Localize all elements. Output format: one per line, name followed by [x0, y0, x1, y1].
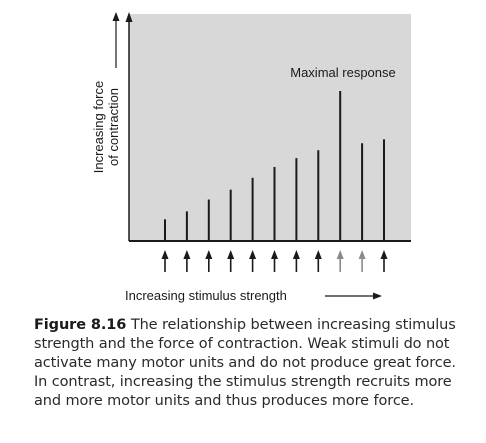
figure-label: Figure 8.16: [34, 317, 127, 333]
x-label-arrowhead: [373, 292, 382, 300]
stimulus-arrows: [161, 250, 388, 272]
y-axis-arrowhead: [125, 12, 133, 22]
stimulus-arrow-11: [380, 250, 388, 272]
figure-caption: Figure 8.16 The relationship between inc…: [34, 316, 470, 411]
stimulus-arrow-9: [336, 250, 344, 272]
stimulus-arrow-8: [314, 250, 322, 272]
stimulus-arrow-4: [227, 250, 235, 272]
stimulus-arrow-3: [205, 250, 213, 272]
stimulus-arrow-10: [358, 250, 366, 272]
bar-series: [164, 90, 385, 241]
y-axis-label-line1: Increasing force: [91, 81, 106, 174]
stimulus-arrow-2: [183, 250, 191, 272]
x-axis-label: Increasing stimulus strength: [125, 288, 287, 303]
plot-background: [129, 14, 411, 242]
maximal-response-label: Maximal response: [290, 65, 396, 80]
stimulus-arrow-1: [161, 250, 169, 272]
stimulus-arrow-6: [271, 250, 278, 272]
y-axis-label-line2: of contraction: [106, 88, 121, 166]
y-axis-label: Increasing force of contraction: [91, 81, 121, 174]
force-stimulus-chart: Maximal response Increasing force of con…: [91, 12, 411, 303]
y-label-arrowhead: [112, 12, 120, 21]
caption-text: The relationship between increasing stim…: [34, 317, 456, 409]
stimulus-arrow-7: [292, 250, 300, 272]
stimulus-arrow-5: [249, 250, 257, 272]
